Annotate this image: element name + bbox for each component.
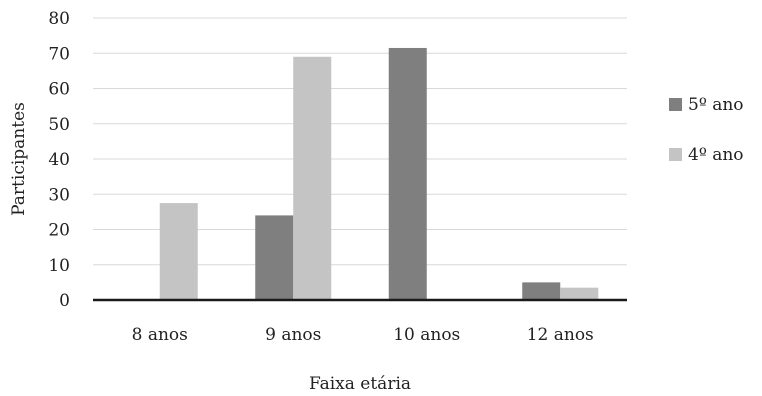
y-tick-label: 30 xyxy=(48,185,70,205)
y-tick-label: 10 xyxy=(48,256,70,276)
legend-swatch xyxy=(669,98,682,111)
bar xyxy=(522,282,561,300)
x-axis-title: Faixa etária xyxy=(309,374,411,394)
y-tick-label: 20 xyxy=(48,221,70,241)
x-tick-label: 9 anos xyxy=(265,325,321,345)
y-tick-label: 70 xyxy=(48,44,70,64)
y-axis-title: Participantes xyxy=(9,102,29,216)
y-tick-label: 60 xyxy=(48,80,70,100)
legend: 5º ano 4º ano xyxy=(669,95,744,165)
y-tick-label: 40 xyxy=(48,150,70,170)
bars xyxy=(159,47,599,301)
bar xyxy=(293,56,332,301)
y-tick-label: 50 xyxy=(48,115,70,135)
bar xyxy=(159,203,198,300)
x-tick-labels: 8 anos 9 anos 10 anos 12 anos xyxy=(132,325,594,345)
x-tick-label: 12 anos xyxy=(527,325,594,345)
y-tick-label: 80 xyxy=(48,9,70,29)
bar xyxy=(388,47,427,301)
y-tick-labels: 0 10 20 30 40 50 60 70 80 xyxy=(48,9,70,311)
x-tick-label: 8 anos xyxy=(132,325,188,345)
y-tick-label: 0 xyxy=(59,291,70,311)
bar xyxy=(255,215,294,300)
legend-swatch xyxy=(669,148,682,161)
legend-label: 4º ano xyxy=(688,145,744,165)
legend-label: 5º ano xyxy=(688,95,744,115)
x-tick-label: 10 anos xyxy=(393,325,460,345)
bar xyxy=(560,287,599,300)
